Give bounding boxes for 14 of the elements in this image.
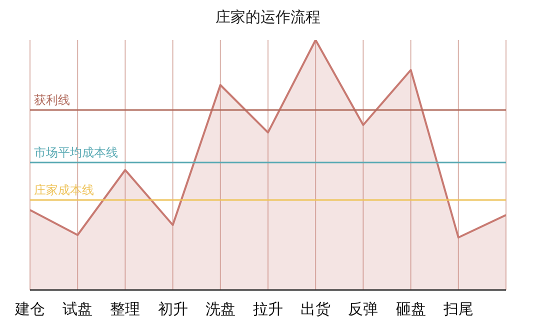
ref-line-label: 市场平均成本线 [34,146,118,160]
x-tick-label: 拉升 [253,300,283,318]
x-tick-label: 初升 [158,300,188,318]
x-tick-label: 砸盘 [396,300,426,318]
ref-line-label: 获利线 [34,93,70,107]
x-tick-label: 建仓 [14,300,45,318]
ref-line-label: 庄家成本线 [34,183,94,197]
chart-title: 庄家的运作流程 [214,8,322,28]
x-tick-label: 反弹 [348,300,378,318]
x-tick-label: 试盘 [62,300,93,318]
x-tick-label: 扫尾 [442,300,474,318]
x-tick-label: 出货 [300,300,331,318]
x-tick-label: 洗盘 [205,300,236,318]
x-tick-label: 整理 [110,300,140,318]
